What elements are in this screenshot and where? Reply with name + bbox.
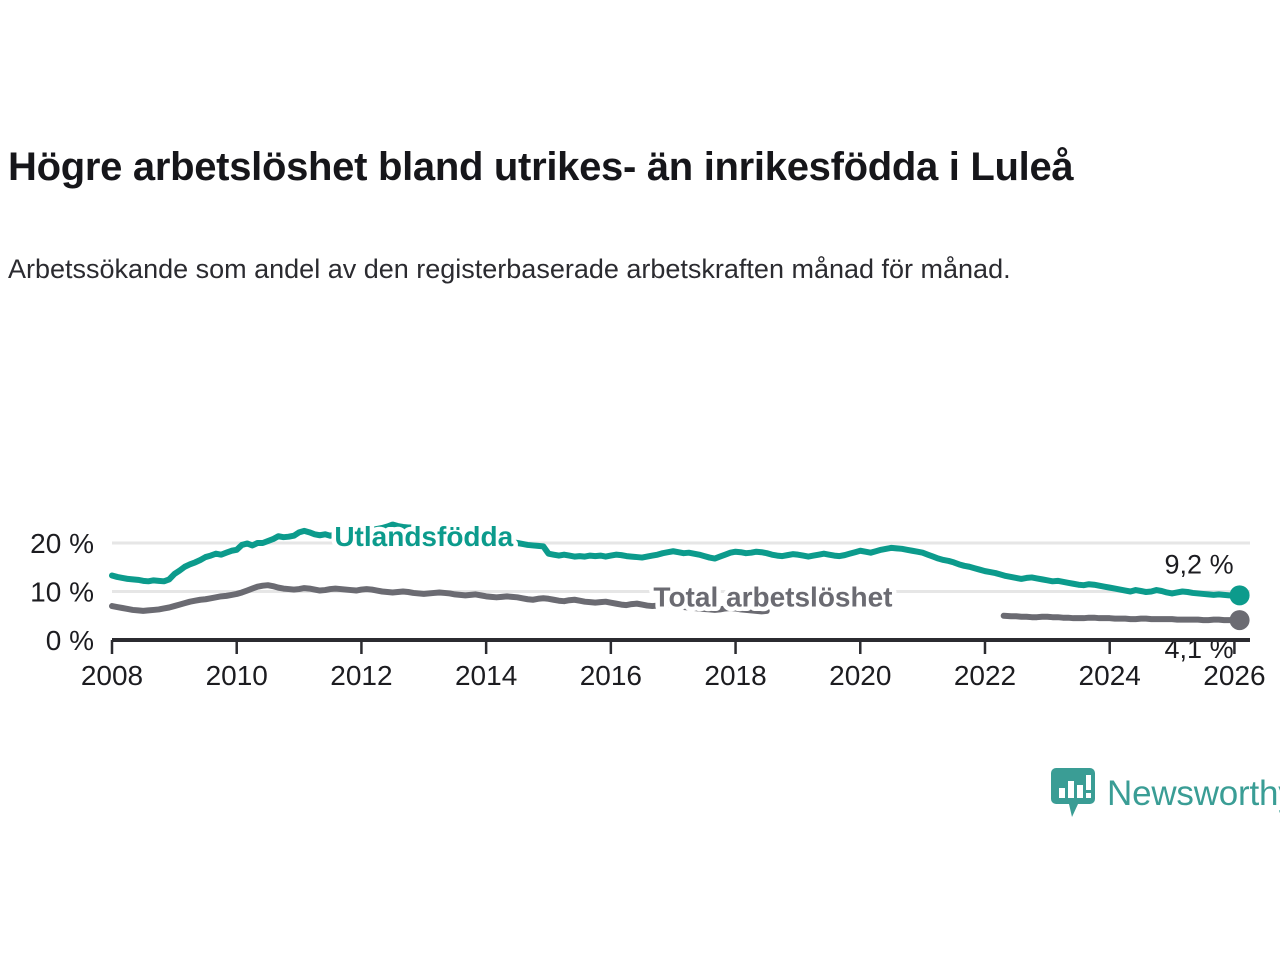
x-axis-tick-label: 2012 [330, 660, 392, 691]
series-end-marker [1229, 610, 1250, 631]
y-axis-tick-label: 0 % [46, 625, 94, 656]
x-axis-tick-label: 2022 [954, 660, 1016, 691]
x-axis-tick-label: 2010 [206, 660, 268, 691]
y-axis-tick-labels: 0 % 10 % 20 % [30, 528, 94, 656]
series-line [109, 521, 1243, 599]
y-axis-tick-label: 10 % [30, 577, 94, 608]
chart-subtitle: Arbetssökande som andel av den registerb… [8, 254, 1011, 284]
x-axis [110, 638, 1250, 654]
x-axis-tick-label: 2014 [455, 660, 517, 691]
x-axis-tick-label: 2018 [704, 660, 766, 691]
newsworthy-logo[interactable]: Newsworthy [1050, 762, 1280, 824]
page-title: Högre arbetslöshet bland utrikes- än inr… [8, 145, 1074, 189]
brand-name: Newsworthy [1107, 773, 1280, 813]
series-label: Total arbetslöshet [653, 582, 892, 613]
series-lines [109, 521, 1250, 631]
x-axis-tick-label: 2008 [81, 660, 143, 691]
newsworthy-bars-bubble-icon [1050, 767, 1096, 819]
series-label-halo: Total arbetslöshet [653, 582, 892, 613]
line-chart-svg: 0 % 10 % 20 % UtlandsföddaUtlandsföddaTota… [30, 516, 1266, 691]
series-label: Utlandsfödda [334, 521, 513, 552]
x-axis-tick-label: 2020 [829, 660, 891, 691]
chart-plot-area: 0 % 10 % 20 % Utlandsfödda Utlandsfödda Tota… [0, 380, 1280, 700]
series-line [109, 582, 770, 615]
series-end-value-labels: 9,2 %4,1 % [1165, 549, 1234, 664]
series-end-marker [1229, 585, 1250, 606]
series-label-halo: Utlandsfödda [334, 521, 513, 552]
x-axis-tick-labels: 2008 2010 2012 2014 2016 2018 2020 2022 2024 2026 [81, 660, 1266, 691]
series-line [1000, 612, 1243, 624]
x-axis-tick-label: 2024 [1079, 660, 1141, 691]
series-end-value-label: 9,2 % [1165, 549, 1234, 579]
y-axis-tick-label: 20 % [30, 528, 94, 559]
x-axis-tick-label: 2026 [1203, 660, 1265, 691]
x-axis-tick-label: 2016 [580, 660, 642, 691]
